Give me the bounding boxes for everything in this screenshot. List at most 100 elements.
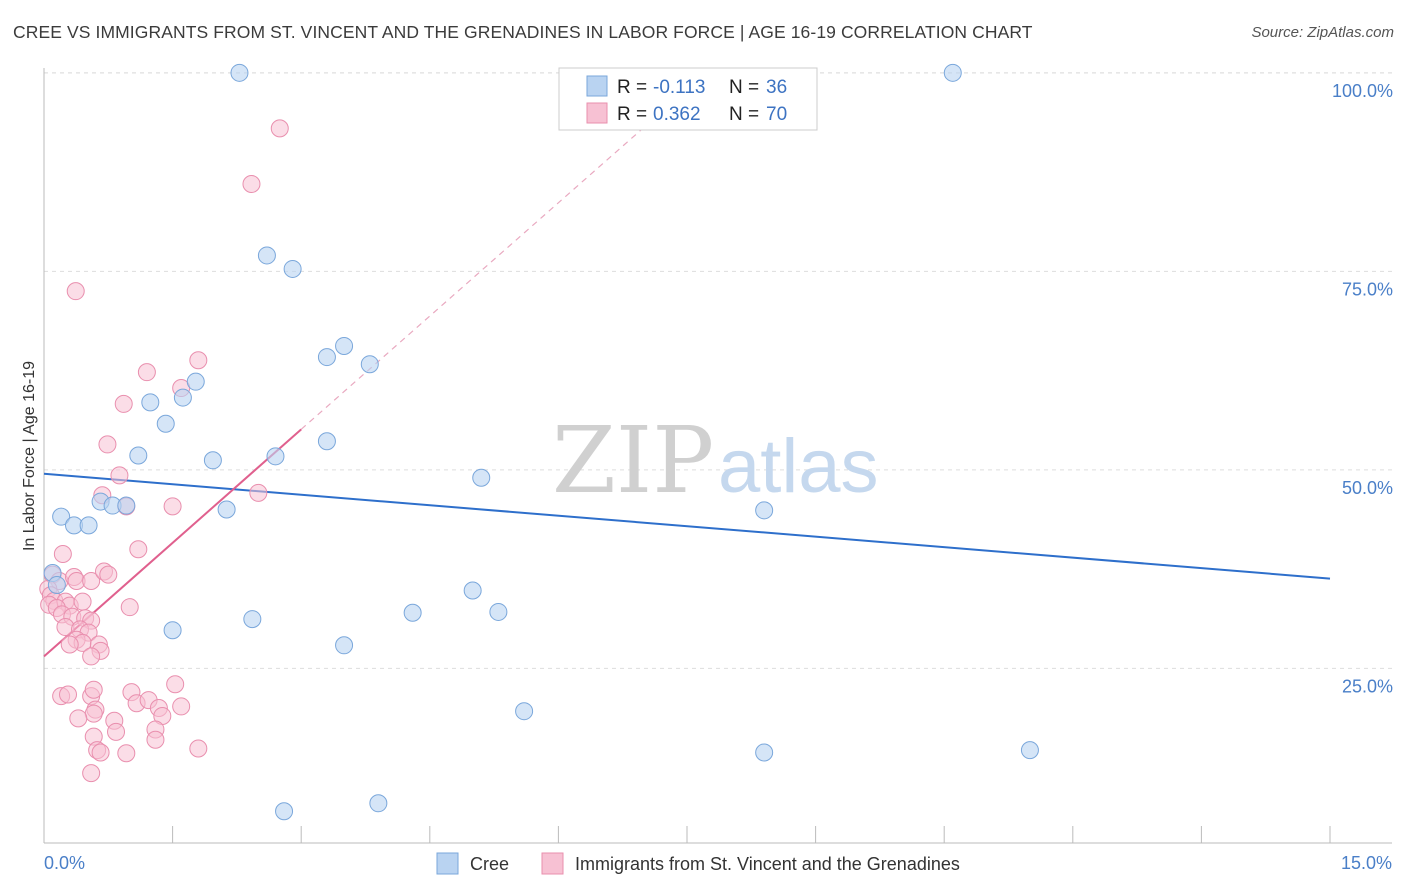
cree-point-25 — [47, 575, 66, 594]
legend-n-value-1: 36 — [766, 77, 787, 98]
immigrants-point-49 — [84, 704, 103, 723]
y-tick-label-25: 25.0% — [1342, 676, 1393, 696]
cree-point-16 — [755, 501, 774, 520]
y-axis-label: In Labor Force | Age 16-19 — [21, 361, 38, 551]
watermark-atlas: atlas — [718, 424, 879, 509]
y-tick-label-100: 100.0% — [1332, 81, 1393, 101]
immigrants-point-11 — [163, 497, 182, 516]
x-tick-label-max: 15.0% — [1341, 853, 1392, 873]
bottom-legend-swatch-cree — [436, 852, 459, 875]
cree-point-28 — [489, 602, 508, 621]
immigrants-point-6 — [114, 394, 133, 413]
cree-point-11 — [129, 446, 148, 465]
immigrants-point-14 — [53, 544, 72, 563]
immigrants-points — [39, 119, 289, 783]
immigrants-point-1 — [242, 174, 261, 193]
cree-point-27 — [403, 603, 422, 622]
legend-r-value-1: -0.113 — [653, 77, 705, 98]
immigrants-point-39 — [60, 635, 79, 654]
legend-n-label-2: N = — [729, 104, 759, 125]
immigrants-point-28 — [73, 592, 92, 611]
immigrants-point-19 — [82, 571, 101, 590]
cree-point-17 — [52, 507, 71, 526]
cree-point-3 — [283, 259, 302, 278]
immigrants-point-57 — [166, 675, 185, 694]
cree-point-7 — [186, 372, 205, 391]
grid-lines — [44, 72, 1392, 669]
immigrants-point-59 — [107, 722, 126, 741]
immigrants-point-13 — [129, 540, 148, 559]
cree-point-9 — [141, 393, 160, 412]
immigrants-point-43 — [82, 647, 101, 666]
cree-point-34 — [1020, 741, 1039, 760]
cree-point-36 — [369, 794, 388, 813]
legend-r-label-1: R = — [617, 77, 647, 98]
y-tick-label-75: 75.0% — [1342, 279, 1393, 299]
x-ticks — [43, 826, 1331, 843]
legend-n-label-1: N = — [729, 77, 759, 98]
y-tick-label-50: 50.0% — [1342, 478, 1393, 498]
bottom-legend-cree: Cree — [470, 854, 509, 874]
cree-point-29 — [243, 610, 262, 629]
immigrants-trend-extension — [300, 104, 671, 430]
cree-point-4 — [317, 348, 336, 367]
legend-swatch-cree — [586, 75, 608, 97]
y-tick-labels: 25.0% 50.0% 75.0% 100.0% — [1332, 81, 1393, 697]
cree-point-1 — [943, 63, 962, 82]
cree-points — [43, 63, 1039, 821]
cree-point-0 — [230, 63, 249, 82]
cree-point-15 — [472, 468, 491, 487]
immigrants-point-64 — [91, 743, 110, 762]
immigrants-point-62 — [146, 730, 165, 749]
immigrants-point-12 — [249, 483, 268, 502]
bottom-legend-immigrants: Immigrants from St. Vincent and the Gren… — [575, 854, 960, 874]
cree-point-5 — [335, 336, 354, 355]
legend-r-label-2: R = — [617, 104, 647, 125]
legend-n-value-2: 70 — [766, 104, 787, 125]
immigrants-point-7 — [98, 435, 117, 454]
cree-point-6 — [360, 355, 379, 374]
cree-point-23 — [217, 500, 236, 519]
immigrants-point-50 — [69, 709, 88, 728]
cree-point-31 — [335, 636, 354, 655]
immigrants-point-2 — [66, 282, 85, 301]
immigrants-point-45 — [59, 685, 78, 704]
cree-point-19 — [79, 516, 98, 535]
immigrants-point-47 — [84, 680, 103, 699]
x-tick-label-min: 0.0% — [44, 853, 85, 873]
series-legend: Cree Immigrants from St. Vincent and the… — [436, 852, 960, 875]
trend-lines — [43, 104, 1331, 658]
cree-point-8 — [173, 388, 192, 407]
cree-point-22 — [117, 496, 136, 515]
immigrants-point-4 — [137, 363, 156, 382]
immigrants-point-0 — [270, 119, 289, 138]
stats-legend: R = -0.113 N = 36 R = 0.362 N = 70 — [558, 67, 818, 131]
cree-point-32 — [515, 702, 534, 721]
legend-swatch-immigrants — [586, 102, 608, 124]
immigrants-point-42 — [120, 598, 139, 617]
watermark: ZIP atlas — [552, 407, 879, 514]
immigrants-point-66 — [189, 739, 208, 758]
legend-r-value-2: 0.362 — [653, 104, 701, 125]
cree-point-12 — [203, 451, 222, 470]
immigrants-point-8 — [110, 466, 129, 485]
cree-point-13 — [266, 447, 285, 466]
immigrants-point-3 — [189, 351, 208, 370]
immigrants-point-58 — [172, 697, 191, 716]
cree-point-14 — [317, 432, 336, 451]
chart-title: CREE VS IMMIGRANTS FROM ST. VINCENT AND … — [13, 22, 1033, 42]
cree-point-26 — [463, 581, 482, 600]
immigrants-point-67 — [82, 764, 101, 783]
cree-point-2 — [257, 246, 276, 265]
watermark-zip: ZIP — [552, 407, 714, 514]
immigrants-point-21 — [99, 565, 118, 584]
cree-point-33 — [755, 743, 774, 762]
cree-point-35 — [275, 802, 294, 821]
source-label: Source: ZipAtlas.com — [1251, 24, 1394, 41]
cree-point-30 — [163, 621, 182, 640]
immigrants-point-65 — [117, 744, 136, 763]
bottom-legend-swatch-immigrants — [541, 852, 564, 875]
axes — [43, 68, 1392, 844]
cree-point-10 — [156, 414, 175, 433]
